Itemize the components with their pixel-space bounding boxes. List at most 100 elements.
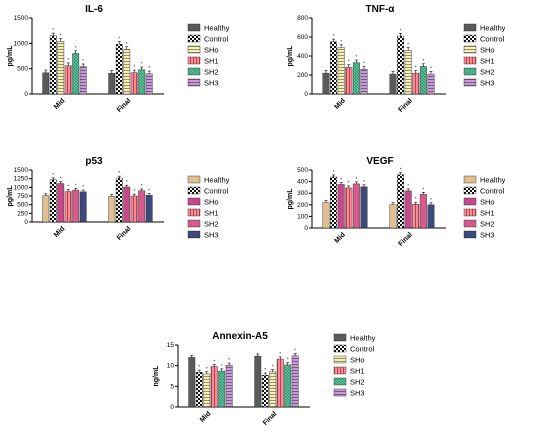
y-tick-label: 750 [17,193,28,200]
bar-sh3-final [427,204,435,229]
bar-healthy-final [389,204,397,229]
bar-healthy-mid [322,202,330,229]
bar-sh2-mid [352,183,360,229]
bar-control-mid [49,35,57,95]
significance-marker: * [52,172,54,177]
legend-label: SH1 [204,57,219,66]
bar-sh2-mid [218,370,226,408]
legend-label: SH2 [480,68,495,77]
y-tick-label: 500 [297,167,308,174]
significance-marker: * [407,183,409,188]
legend-swatch [187,208,201,217]
legend-swatch [187,56,201,65]
significance-marker: * [348,59,350,64]
y-tick-label: 5 [170,383,174,390]
bar-sh3-mid [360,186,368,229]
y-tick-label: 600 [297,34,308,41]
bar-control-mid [195,372,203,408]
bar-sh1-final [412,72,420,95]
legend-swatch [333,377,347,386]
chart-title: IL-6 [85,4,103,15]
legend-label: Control [480,35,505,44]
legend-swatch [463,34,477,43]
y-tick-label: 0 [304,225,308,232]
chart-title: TNF-α [366,4,396,15]
y-axis-label: pg/mL [287,45,294,67]
legend-label: Healthy [480,176,506,185]
significance-marker: * [118,36,120,41]
significance-marker: * [141,183,143,188]
legend-swatch [187,23,201,32]
bar-sh3-mid [79,66,87,95]
significance-marker: * [363,61,365,66]
significance-marker: * [422,58,424,63]
legend-label: SH2 [204,68,219,77]
y-tick-label: 1250 [14,176,29,183]
bar-sho-final [404,190,412,229]
y-tick-label: 200 [297,202,308,209]
significance-marker: * [148,65,150,70]
significance-marker: * [198,364,200,369]
bar-sh1-final [130,72,138,95]
y-axis-label: pg/mL [7,185,14,207]
y-tick-label: 200 [297,72,308,79]
chart-panel-3: VEGF pg/mL 0 100 200 300 400 500 * * * * * Mid * * * * * Fi… [287,156,506,248]
chart-title: Annexin-A5 [212,331,268,342]
legend-swatch [187,45,201,54]
y-tick-label: 500 [17,66,28,73]
bar-sh3-final [145,195,153,223]
significance-marker: * [400,167,402,172]
significance-marker: * [355,54,357,59]
bar-sh1-final [130,195,138,223]
y-tick-label: 0 [304,91,308,98]
significance-marker: * [126,41,128,46]
significance-marker: * [348,180,350,185]
significance-marker: * [355,176,357,181]
bar-healthy-mid [322,72,330,95]
x-tick-label: Mid [53,97,66,110]
bar-sh2-mid [72,53,80,95]
y-tick-label: 400 [297,179,308,186]
x-tick-label: Final [116,97,133,114]
legend-swatch [187,175,201,184]
legend-label: SH3 [480,79,495,88]
legend-label: SHo [204,46,219,55]
bar-sho-mid [203,373,211,408]
bar-control-mid [49,179,57,223]
x-tick-label: Final [397,97,414,114]
bar-sh1-final [276,358,284,408]
y-tick-label: 1000 [14,184,29,191]
significance-marker: * [407,42,409,47]
bar-sh1-mid [345,187,353,229]
legend-label: SH1 [350,367,365,376]
legend-label: SHo [480,198,495,207]
bar-sho-mid [57,41,65,95]
bar-sh3-final [291,355,299,408]
significance-marker: * [430,197,432,202]
bar-healthy-final [254,355,262,408]
bar-sh2-final [138,190,146,223]
legend-swatch [187,78,201,87]
legend-label: Healthy [480,24,506,33]
legend-label: Control [480,187,505,196]
bar-sho-final [404,50,412,95]
legend-swatch [463,197,477,206]
bar-sho-final [123,186,131,223]
legend-label: Control [204,35,229,44]
significance-marker: * [415,64,417,69]
significance-marker: * [67,184,69,189]
y-axis-label: ng/mL [153,365,160,387]
y-tick-label: 0 [24,219,28,226]
legend-label: Healthy [350,334,376,343]
legend-swatch [333,366,347,375]
significance-marker: * [422,186,424,191]
legend-label: SH1 [204,209,219,218]
bar-healthy-final [389,73,397,95]
bar-sh3-final [145,73,153,95]
chart-title: VEGF [366,156,393,167]
significance-marker: * [228,357,230,362]
y-tick-label: 800 [297,15,308,22]
bar-control-final [115,44,123,95]
legend-label: SH3 [204,79,219,88]
